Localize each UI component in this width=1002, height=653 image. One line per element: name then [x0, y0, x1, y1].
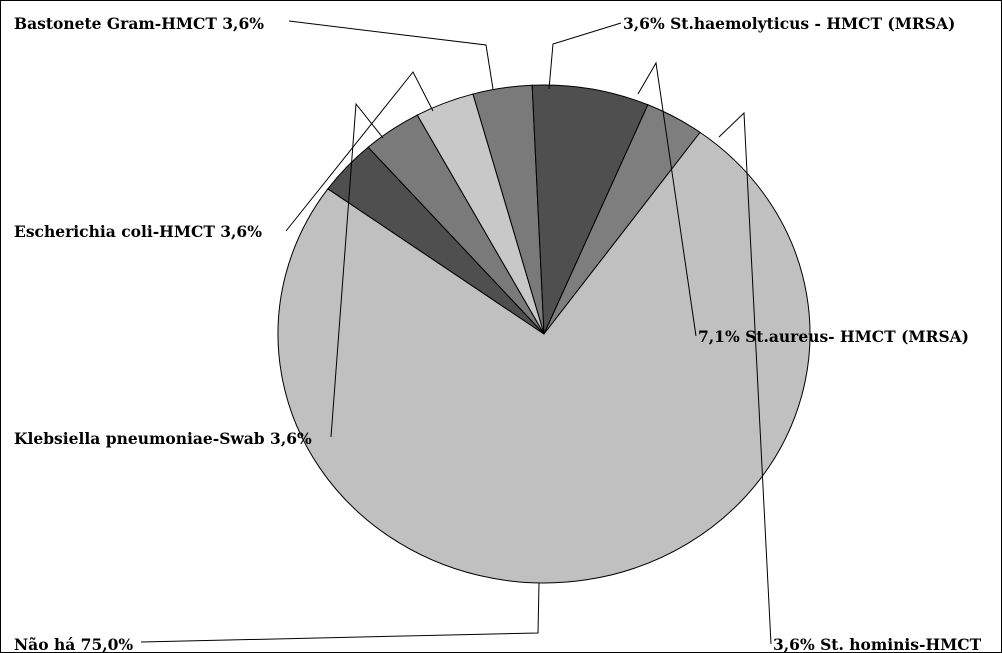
slice-label-klebsiella-pneumoniae-swab-3-6: Klebsiella pneumoniae-Swab 3,6%	[14, 429, 312, 448]
leader-line-klebsiella-pneumoniae-swab-3-6	[330, 102, 384, 438]
pie-slices	[277, 84, 811, 584]
leader-line-7-1-st-aureus-hmct-mrsa	[637, 61, 697, 337]
slice-label-3-6-st-haemolyticus-hmct-mrsa: 3,6% St.haemolyticus - HMCT (MRSA)	[623, 14, 955, 33]
slice-label-escherichia-coli-hmct-3-6: Escherichia coli-HMCT 3,6%	[14, 222, 262, 241]
pie-slice-bastonete-gram-hmct-3-6	[416, 93, 545, 335]
leader-line-3-6-st-hominis-hmct	[718, 111, 772, 645]
pie-slice-7-1-st-aureus-hmct-mrsa	[531, 84, 649, 335]
leader-line-bastonete-gram-hmct-3-6	[288, 20, 494, 90]
leader-line-escherichia-coli-hmct-3-6	[285, 71, 434, 232]
leader-line-3-6-st-haemolyticus-hmct-mrsa	[548, 22, 622, 90]
slice-label-bastonete-gram-hmct-3-6: Bastonete Gram-HMCT 3,6%	[14, 14, 264, 33]
slice-label-nao-ha-75-0: Não há 75,0%	[14, 635, 133, 652]
slice-labels: 3,6% St.haemolyticus - HMCT (MRSA) 7,1% S…	[14, 14, 982, 652]
slice-label-7-1-st-aureus-hmct-mrsa: 7,1% St.aureus- HMCT (MRSA)	[698, 327, 969, 346]
leader-lines	[140, 20, 772, 645]
slice-label-3-6-st-hominis-hmct: 3,6% St. hominis-HMCT	[773, 635, 982, 652]
leader-line-nao-ha-75-0	[140, 582, 540, 643]
